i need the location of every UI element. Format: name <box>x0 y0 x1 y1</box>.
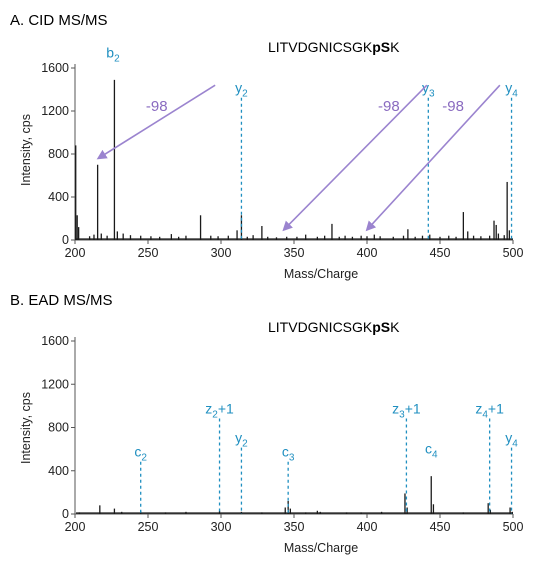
ion-type: c <box>134 444 141 460</box>
y-tick-label: 400 <box>48 464 69 478</box>
ion-number: 4 <box>512 439 518 450</box>
y-tick-label: 400 <box>48 190 69 204</box>
y-tick-label: 1600 <box>41 61 69 75</box>
ion-charge-suffix: +1 <box>488 400 504 416</box>
ion-number: 4 <box>432 449 438 460</box>
ion-type: z <box>392 400 399 416</box>
ion-label: c2 <box>134 444 147 464</box>
ion-number: 3 <box>399 409 405 420</box>
y-tick-label: 800 <box>48 147 69 161</box>
panel-ead: B. EAD MS/MS LITVDGNICSGKpSK 0 400 800 1200… <box>10 292 523 555</box>
ion-label: z2+1 <box>205 400 234 420</box>
x-tick-label: 500 <box>503 520 524 534</box>
ion-charge-suffix: +1 <box>405 400 421 416</box>
ion-type: c <box>425 440 432 456</box>
ion-number: 4 <box>482 409 488 420</box>
ion-label: y3 <box>422 80 435 100</box>
ion-label: z3+1 <box>392 400 421 420</box>
x-tick-label: 400 <box>357 246 378 260</box>
ion-type: c <box>282 444 289 460</box>
ion-type: y <box>505 80 512 96</box>
x-tick-label: 450 <box>430 520 451 534</box>
y-tick-label: 0 <box>62 507 69 521</box>
x-tick-label: 300 <box>211 520 232 534</box>
sequence-suffix: K <box>390 39 400 55</box>
ion-label: z4+1 <box>475 400 504 420</box>
neutral-loss-arrow <box>282 84 428 232</box>
x-tick-label: 250 <box>138 520 159 534</box>
neutral-loss-arrow <box>96 84 216 160</box>
ion-type: y <box>235 430 242 446</box>
x-axis-label-cid: Mass/Charge <box>284 267 358 281</box>
y-tick-label: 800 <box>48 421 69 435</box>
x-tick-label: 300 <box>211 246 232 260</box>
ion-label: y4 <box>505 430 518 450</box>
ion-number: 2 <box>212 409 218 420</box>
ion-label: y2 <box>235 430 248 450</box>
ion-type: y <box>422 80 429 96</box>
sequence-suffix: K <box>390 319 400 335</box>
x-tick-label: 200 <box>65 246 86 260</box>
x-tick-label: 250 <box>138 246 159 260</box>
panel-title-cid: A. CID MS/MS <box>10 12 108 29</box>
x-tick-label: 200 <box>65 520 86 534</box>
ion-type: y <box>235 80 242 96</box>
ion-type: b <box>106 44 114 60</box>
ion-number: 3 <box>289 453 295 464</box>
panel-title-ead: B. EAD MS/MS <box>10 292 113 309</box>
neutral-loss-label: -98 <box>146 98 168 115</box>
ion-number: 2 <box>114 53 120 64</box>
ion-number: 2 <box>242 89 248 100</box>
sequence-prefix: LITVDGNICSGK <box>268 319 373 335</box>
ion-type: z <box>205 400 212 416</box>
peptide-sequence-ead: LITVDGNICSGKpSK <box>268 319 400 335</box>
sequence-phospho-site: pS <box>372 39 390 55</box>
neutral-loss-arrow <box>365 84 501 232</box>
y-tick-label: 1200 <box>41 104 69 118</box>
neutral-loss-label: -98 <box>442 98 464 115</box>
ion-charge-suffix: +1 <box>218 400 234 416</box>
x-tick-label: 500 <box>503 246 524 260</box>
ion-number: 2 <box>141 453 147 464</box>
ion-type: y <box>505 430 512 446</box>
x-axis-label-ead: Mass/Charge <box>284 541 358 555</box>
ion-label: c4 <box>425 440 438 460</box>
y-axis-label-ead: Intensity, cps <box>19 392 33 464</box>
ion-number: 3 <box>429 89 435 100</box>
y-axis-label-cid: Intensity, cps <box>19 114 33 186</box>
sequence-prefix: LITVDGNICSGK <box>268 39 373 55</box>
y-tick-label: 1200 <box>41 377 69 391</box>
peptide-sequence-cid: LITVDGNICSGKpSK <box>268 39 400 55</box>
neutral-loss-label: -98 <box>378 98 400 115</box>
ion-type: z <box>475 400 482 416</box>
y-tick-label: 1600 <box>41 334 69 348</box>
x-tick-label: 450 <box>430 246 451 260</box>
sequence-phospho-site: pS <box>372 319 390 335</box>
ion-number: 2 <box>242 439 248 450</box>
ion-label: y4 <box>505 80 518 100</box>
x-tick-label: 400 <box>357 520 378 534</box>
panel-cid: A. CID MS/MS LITVDGNICSGKpSK 0 400 800 1200… <box>10 12 523 281</box>
x-tick-label: 350 <box>284 246 305 260</box>
ion-label: c3 <box>282 444 295 464</box>
ion-label: b2 <box>106 44 120 64</box>
y-tick-label: 0 <box>62 233 69 247</box>
ion-number: 4 <box>512 89 518 100</box>
ion-label: y2 <box>235 80 248 100</box>
x-tick-label: 350 <box>284 520 305 534</box>
